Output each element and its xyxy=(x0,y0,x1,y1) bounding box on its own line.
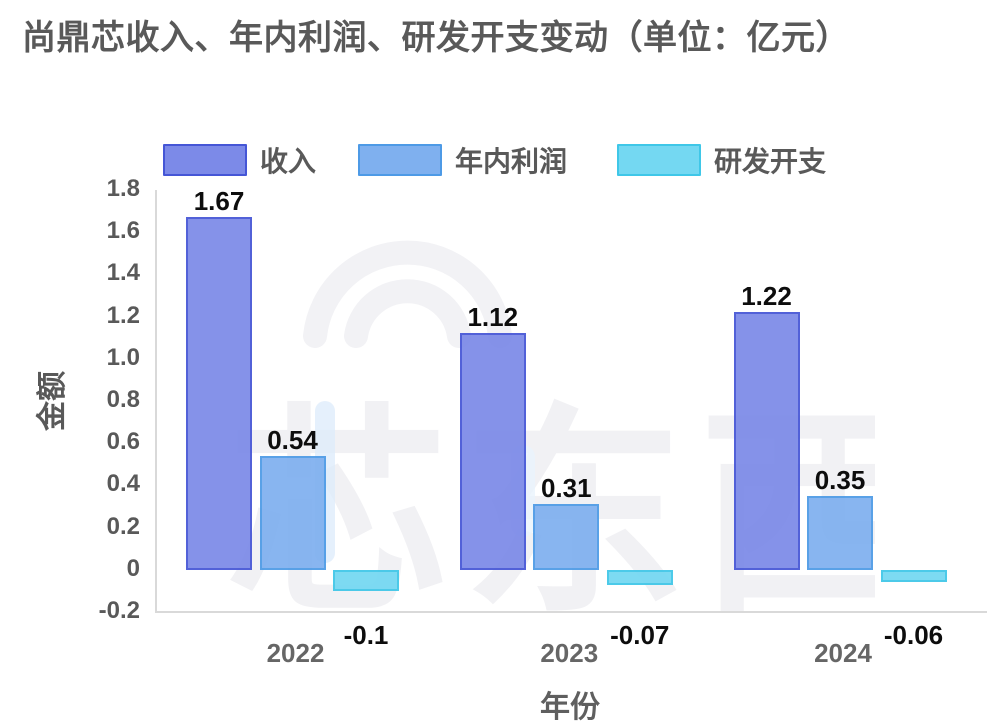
y-axis-line xyxy=(155,190,157,612)
wifi-arcs-icon xyxy=(303,240,512,348)
bar-series0-2024 xyxy=(733,312,800,570)
y-tick-label: 0.8 xyxy=(106,386,140,413)
legend-item-rd-expense: 研发开支 xyxy=(617,142,826,178)
legend-swatch-rd-expense xyxy=(617,144,701,176)
legend: 收入 年内利润 研发开支 xyxy=(0,142,1000,178)
bar-value-label: 0.35 xyxy=(814,464,866,495)
x-category-label: 2023 xyxy=(540,638,599,668)
legend-swatch-revenue xyxy=(163,144,247,176)
bar-series1-2024 xyxy=(807,495,873,570)
x-axis-title: 年份 xyxy=(540,691,600,724)
chart-title: 尚鼎芯收入、年内利润、研发开支变动（单位：亿元） xyxy=(22,19,850,57)
bar-value-label: 1.67 xyxy=(193,186,245,217)
bar-value-label: 1.12 xyxy=(467,302,519,333)
y-tick-label: 1.6 xyxy=(106,217,140,245)
legend-item-net-profit: 年内利润 xyxy=(358,142,567,178)
bar-value-label: 1.22 xyxy=(741,281,792,312)
y-tick-label: -0.2 xyxy=(98,597,140,624)
y-tick-label: 0.4 xyxy=(106,470,140,498)
x-category-label: 2022 xyxy=(266,638,325,668)
y-tick-label: 0.2 xyxy=(106,512,140,540)
bar-series2-2024 xyxy=(880,569,947,583)
y-tick-label: 1.2 xyxy=(106,301,140,329)
bar-value-label: -0.07 xyxy=(610,620,670,650)
y-tick-label: 1.4 xyxy=(106,259,140,287)
y-tick-label: 0.6 xyxy=(106,428,140,456)
y-tick-label: 1.0 xyxy=(106,343,140,371)
x-category-label: 2024 xyxy=(814,638,872,668)
bar-series1-2023 xyxy=(533,504,600,570)
x-axis-line xyxy=(155,611,987,613)
legend-label-revenue: 收入 xyxy=(260,146,317,177)
bar-value-label: 0.54 xyxy=(267,424,318,455)
bar-series0-2023 xyxy=(459,333,526,570)
bar-series1-2022 xyxy=(259,455,326,570)
legend-label-rd-expense: 研发开支 xyxy=(714,146,827,177)
bar-value-label: 0.31 xyxy=(540,473,592,504)
legend-label-net-profit: 年内利润 xyxy=(455,146,568,177)
y-tick-label: 1.8 xyxy=(106,175,140,202)
bar-value-label: -0.06 xyxy=(883,620,944,650)
legend-item-revenue: 收入 xyxy=(163,142,316,178)
bar-series2-2022 xyxy=(333,569,399,591)
bar-series2-2023 xyxy=(606,569,673,585)
bar-value-label: -0.1 xyxy=(343,620,389,650)
legend-swatch-net-profit xyxy=(358,144,442,176)
y-tick-label: 0 xyxy=(126,554,140,582)
bar-series0-2022 xyxy=(186,217,252,570)
